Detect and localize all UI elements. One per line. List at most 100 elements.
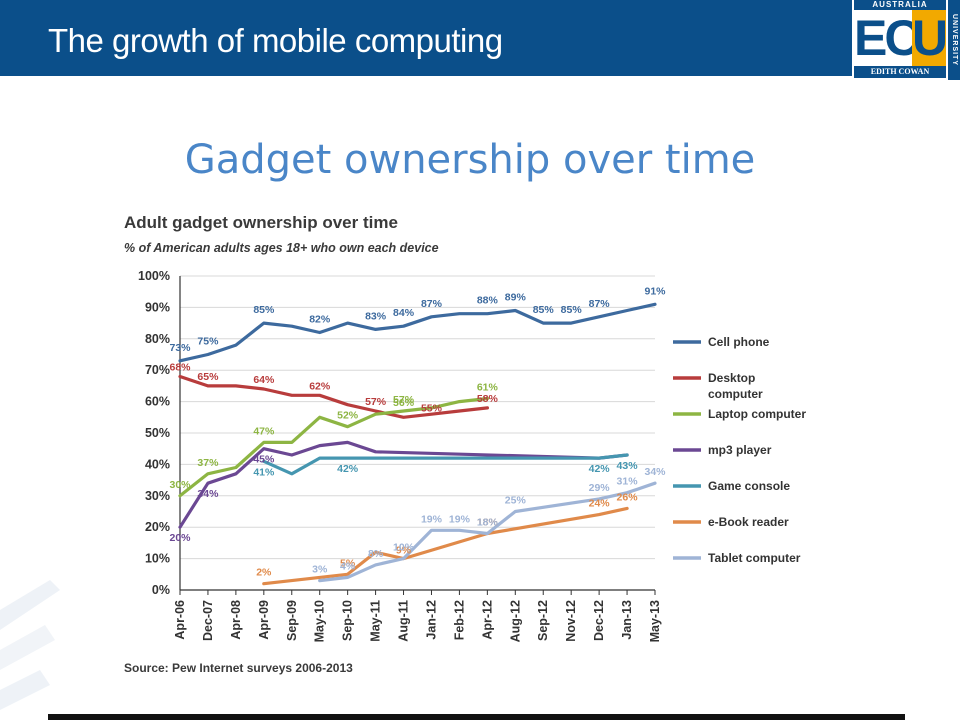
x-tick-label: Apr-12	[480, 600, 494, 640]
data-label-game-console: 42%	[589, 463, 611, 475]
data-label-cell-phone: 75%	[197, 336, 219, 348]
bottom-rule	[48, 714, 905, 720]
data-label-game-console: 41%	[253, 466, 275, 478]
y-tick-label: 90%	[145, 300, 170, 314]
legend-label-laptop-computer: Laptop computer	[708, 407, 806, 421]
x-tick-label: Apr-08	[229, 600, 243, 640]
chart-title: Adult gadget ownership over time	[124, 213, 398, 232]
x-tick-label: Apr-06	[173, 600, 187, 640]
x-tick-label: Nov-12	[564, 600, 578, 642]
logo-u-text: U	[912, 10, 949, 66]
chart-subtitle: % of American adults ages 18+ who own ea…	[124, 241, 439, 255]
data-label-tablet-computer: 18%	[477, 516, 499, 528]
y-tick-label: 60%	[145, 395, 170, 409]
gadget-ownership-chart: Adult gadget ownership over time % of Am…	[124, 213, 806, 675]
data-label-e-book-reader: 5%	[340, 557, 356, 569]
x-tick-label: May-10	[313, 600, 327, 642]
y-tick-label: 0%	[152, 583, 170, 597]
x-tick-label: Jan-12	[424, 600, 438, 640]
legend-label-e-book-reader: e-Book reader	[708, 515, 789, 529]
data-label-cell-phone: 87%	[589, 298, 611, 310]
x-tick-label: Apr-09	[257, 600, 271, 640]
data-label-mp3-player: 45%	[253, 454, 275, 466]
legend-label-tablet-computer: Tablet computer	[708, 551, 801, 565]
y-tick-label: 100%	[138, 269, 170, 283]
data-label-game-console: 43%	[617, 460, 639, 472]
data-label-tablet-computer: 25%	[505, 495, 527, 507]
chart-legend: Cell phone Desktop computer Laptop computer…	[673, 335, 806, 565]
data-label-tablet-computer: 3%	[312, 564, 328, 576]
x-tick-label: Sep-09	[285, 600, 299, 641]
data-label-laptop-computer: 61%	[477, 381, 499, 393]
data-label-tablet-computer: 10%	[393, 542, 415, 554]
header-bar	[0, 0, 960, 76]
series-line-tablet-computer	[318, 481, 657, 583]
data-label-e-book-reader: 9%	[396, 545, 412, 557]
data-label-cell-phone: 88%	[477, 295, 499, 307]
legend-label-cell-phone: Cell phone	[708, 335, 770, 349]
data-label-mp3-player: 34%	[197, 488, 219, 500]
data-label-tablet-computer: 29%	[589, 482, 611, 494]
data-label-laptop-computer: 52%	[337, 410, 359, 422]
data-label-tablet-computer: 19%	[421, 513, 443, 525]
y-tick-label: 40%	[145, 457, 170, 471]
data-label-laptop-computer: 57%	[393, 394, 415, 406]
data-label-cell-phone: 82%	[309, 314, 331, 326]
x-tick-label: Sep-12	[536, 600, 550, 641]
data-label-e-book-reader: 18%	[477, 516, 499, 528]
data-label-cell-phone: 87%	[421, 298, 443, 310]
data-label-tablet-computer: 4%	[340, 560, 356, 572]
data-label-game-console: 42%	[337, 463, 359, 475]
legend-label-line: Desktop	[708, 371, 755, 385]
chart-data-labels: 73% 75% 85% 82% 83% 84% 87% 88% 89% 85% 85% 87% 91% 6…	[169, 285, 666, 578]
x-tick-label: Sep-10	[341, 600, 355, 641]
data-label-tablet-computer: 19%	[449, 513, 471, 525]
x-tick-label: Jan-13	[620, 600, 634, 640]
x-tick-label: Aug-12	[508, 600, 522, 642]
data-label-desktop-computer: 62%	[309, 380, 331, 392]
data-label-laptop-computer: 47%	[253, 425, 275, 437]
data-label-laptop-computer: 56%	[393, 397, 415, 409]
data-label-desktop-computer: 68%	[169, 361, 191, 373]
y-tick-label: 20%	[145, 520, 170, 534]
series-line-cell-phone	[178, 302, 657, 363]
corner-decoration	[0, 580, 60, 710]
data-label-desktop-computer: 64%	[253, 374, 275, 386]
data-label-mp3-player: 20%	[169, 532, 191, 544]
chart-axes: 0% 10% 20% 30% 40% 50% 60% 70% 80% 90% 100% Apr-06 D…	[138, 269, 662, 642]
x-tick-label: May-13	[648, 600, 662, 642]
x-tick-label: Dec-12	[592, 600, 606, 641]
slide-subtitle: Gadget ownership over time	[184, 137, 756, 183]
page-title: The growth of mobile computing	[48, 22, 503, 59]
data-label-cell-phone: 84%	[393, 307, 415, 319]
data-label-desktop-computer: 55%	[421, 402, 443, 414]
data-label-e-book-reader: 26%	[617, 491, 639, 503]
x-tick-label: Aug-11	[397, 600, 411, 642]
series-line-desktop-computer	[178, 374, 489, 419]
legend-label-mp3-player: mp3 player	[708, 443, 772, 457]
legend-label-desktop-computer: Desktop computer	[708, 371, 763, 401]
series-line-game-console	[262, 453, 629, 476]
data-label-cell-phone: 73%	[169, 342, 191, 354]
x-tick-label: Feb-12	[452, 600, 466, 640]
y-tick-label: 80%	[145, 332, 170, 346]
legend-label-game-console: Game console	[708, 479, 790, 493]
series-line-laptop-computer	[178, 396, 489, 498]
x-tick-label: May-11	[369, 600, 383, 642]
data-label-laptop-computer: 37%	[197, 457, 219, 469]
data-label-desktop-computer: 65%	[197, 371, 219, 383]
data-label-tablet-computer: 34%	[644, 466, 666, 478]
data-label-e-book-reader: 24%	[589, 498, 611, 510]
data-label-tablet-computer: 31%	[617, 476, 639, 488]
x-tick-label: Dec-07	[201, 600, 215, 641]
data-label-tablet-computer: 8%	[368, 548, 384, 560]
data-label-desktop-computer: 58%	[477, 393, 499, 405]
data-label-desktop-computer: 57%	[365, 396, 387, 408]
data-label-laptop-computer: 30%	[169, 479, 191, 491]
series-line-mp3-player	[178, 440, 629, 529]
ecu-logo: AUSTRALIA EC U EDITH COWAN UNIVERSITY	[852, 0, 960, 80]
y-tick-label: 30%	[145, 489, 170, 503]
data-label-cell-phone: 85%	[533, 304, 555, 316]
data-label-cell-phone: 91%	[644, 285, 666, 297]
y-tick-label: 50%	[145, 426, 170, 440]
